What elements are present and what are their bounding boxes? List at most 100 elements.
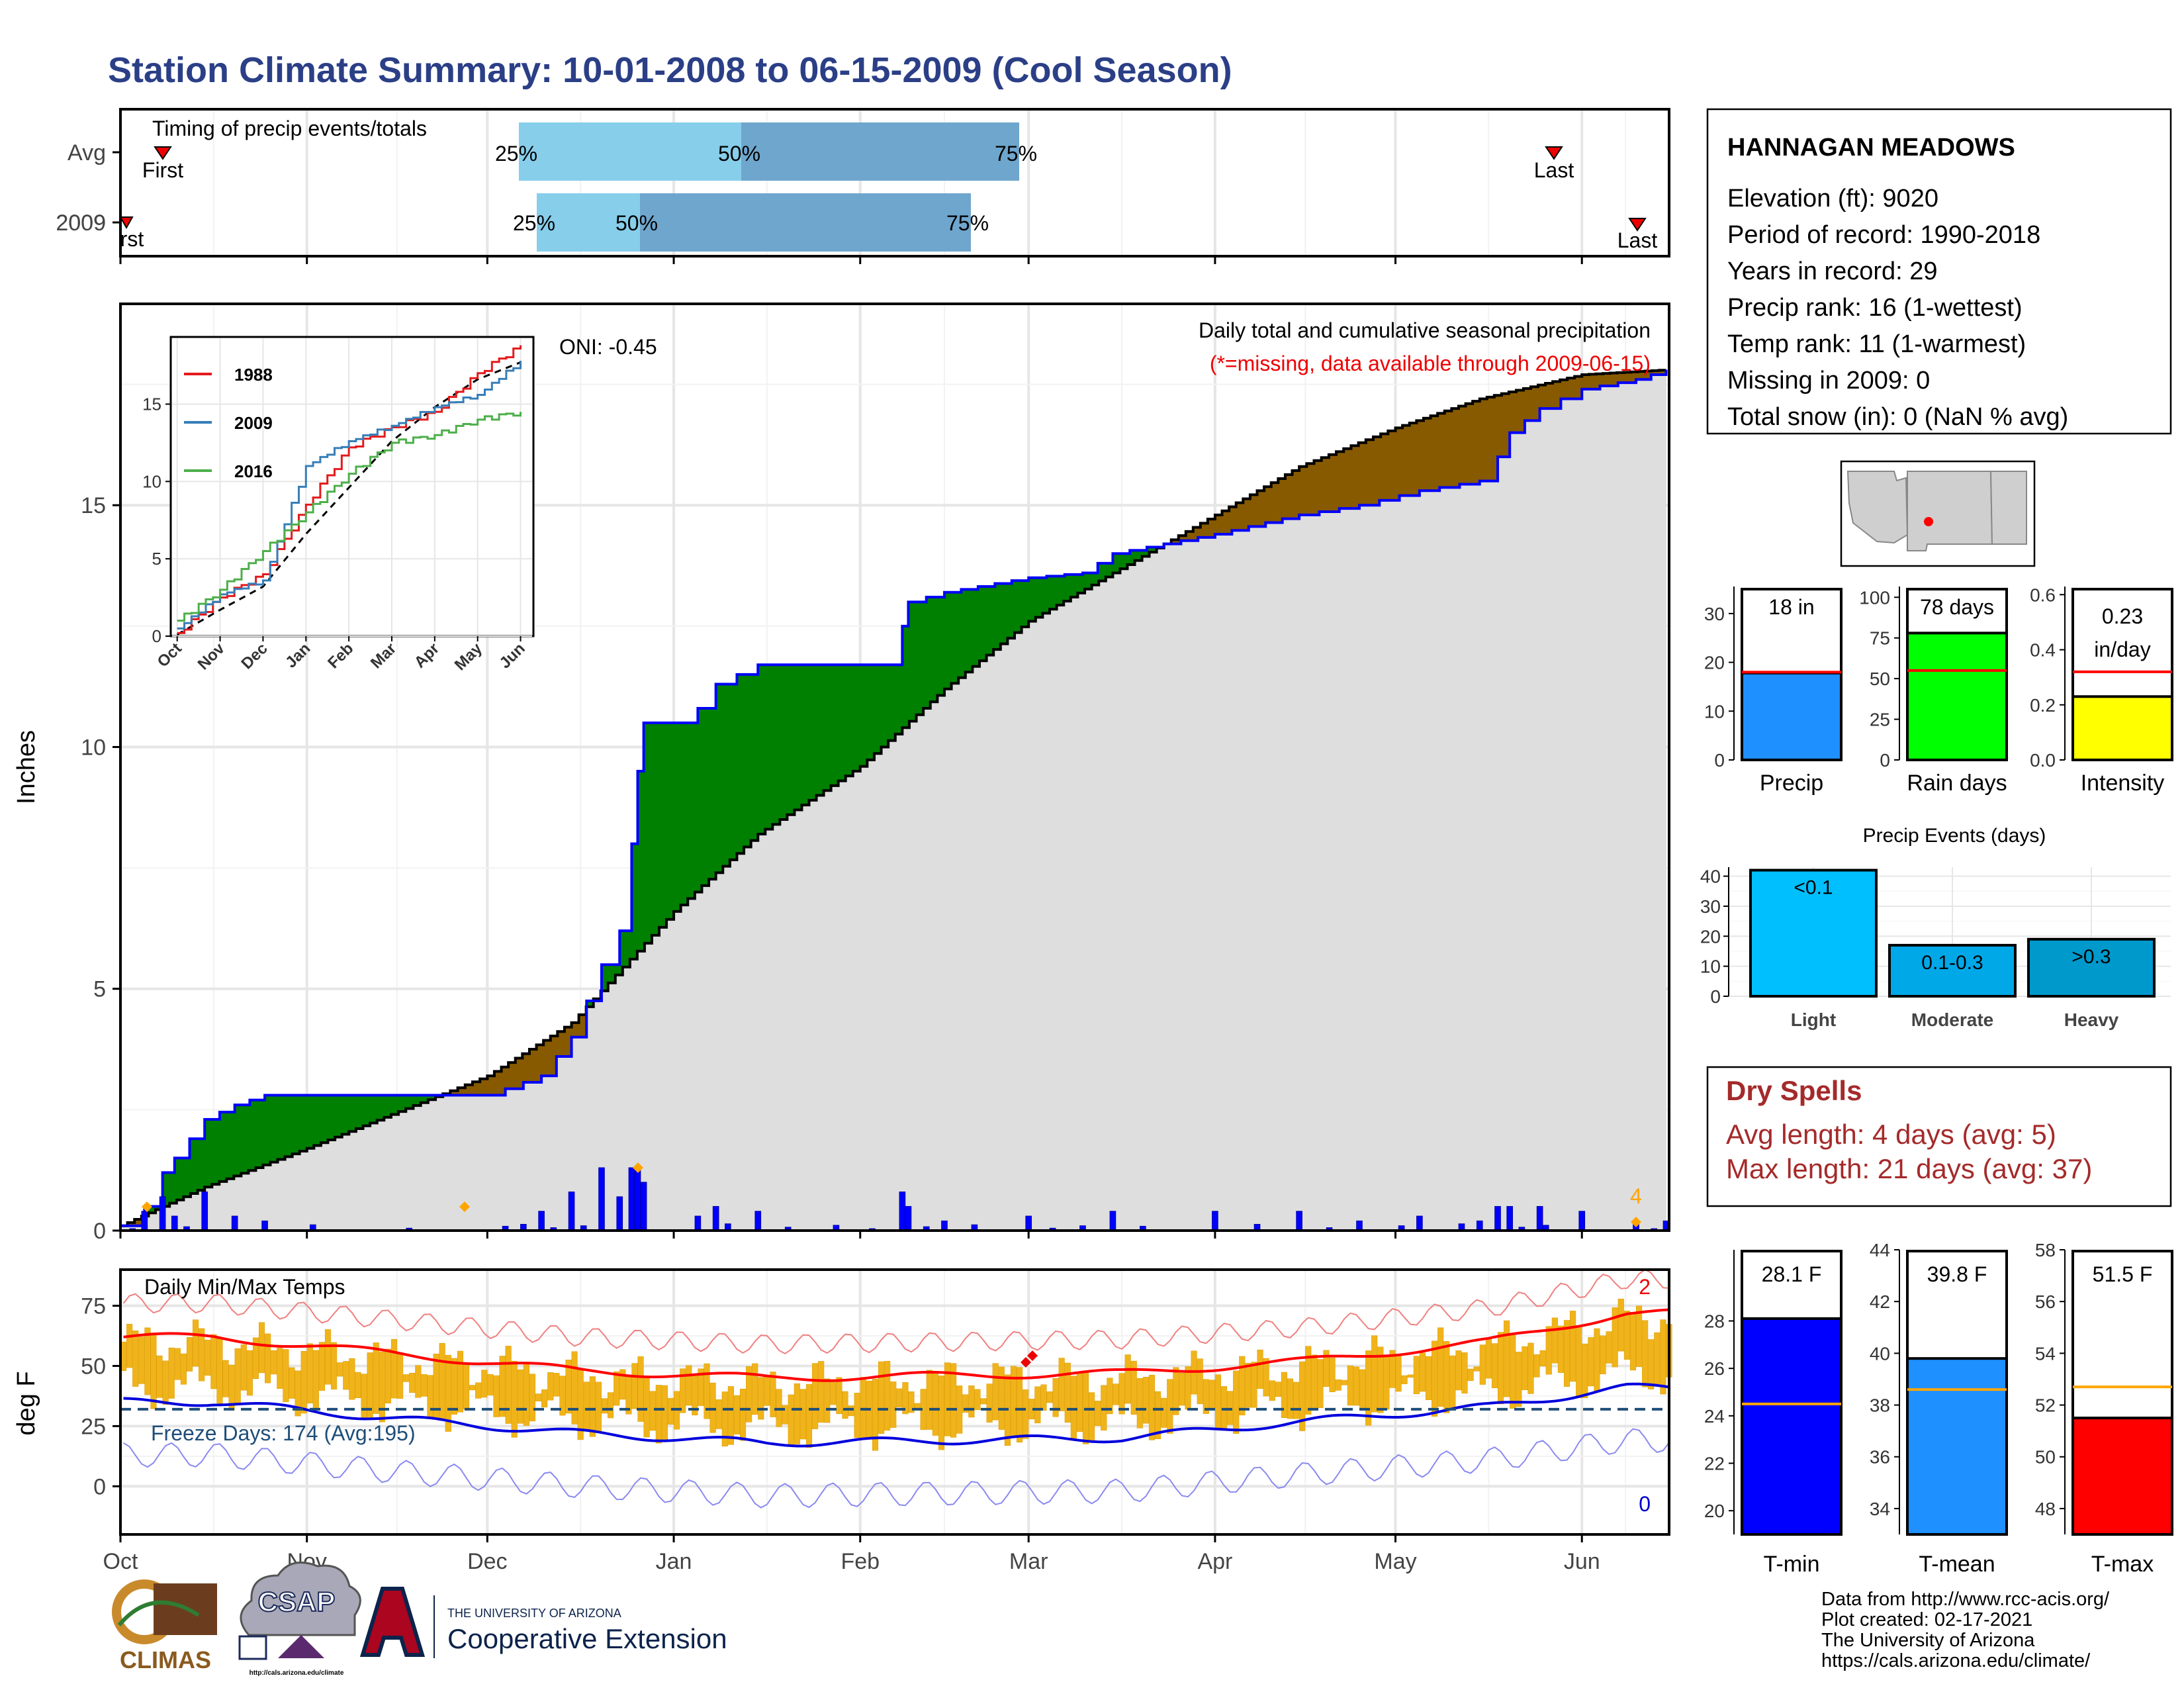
station-line: Years in record: 29 <box>1727 258 1938 285</box>
temp-range-bar <box>1034 1386 1041 1424</box>
temp-range-bar <box>565 1360 572 1414</box>
neighbor-shape <box>1989 471 2027 545</box>
tsum-y-label: 20 <box>1704 1501 1725 1521</box>
page-title: Station Climate Summary: 10-01-2008 to 0… <box>108 50 1232 90</box>
avg-row-label: Avg <box>68 140 106 165</box>
inset-y-label: 0 <box>152 626 161 646</box>
temp-range-bar <box>1299 1361 1306 1431</box>
tsum-category-label: T-mean <box>1919 1552 1995 1577</box>
temp-range-bar <box>698 1368 704 1406</box>
temp-range-bar <box>415 1365 422 1398</box>
temp-range-bar <box>854 1393 860 1438</box>
daily-precip-bar <box>1109 1211 1116 1231</box>
temp-range-bar <box>1551 1317 1558 1364</box>
temp-range-bar <box>499 1356 506 1417</box>
temp-y-axis: 0 25 50 75 <box>81 1294 120 1499</box>
temp-range-bar <box>721 1391 728 1447</box>
mini-value-label: in/day <box>2094 637 2150 661</box>
temp-range-bar <box>1485 1338 1492 1379</box>
temp-range-bar <box>547 1372 554 1401</box>
temp-panel: Daily Min/Max Temps Freeze Days: 174 (Av… <box>13 256 1672 1574</box>
temp-range-bar <box>1582 1343 1588 1398</box>
temp-range-bar <box>306 1343 313 1403</box>
inset-series-line <box>177 361 522 630</box>
mini-y-label: 30 <box>1704 604 1725 624</box>
y-tick-label: 10 <box>81 735 106 760</box>
footer-line: Data from http://www.rcc-acis.org/ <box>1821 1589 2110 1610</box>
temp-range-bar <box>493 1375 500 1417</box>
temp-range-bar <box>872 1379 879 1451</box>
temp-range-bar <box>992 1363 999 1421</box>
temp-range-bar <box>938 1376 944 1450</box>
tsum-y-label: 36 <box>1870 1447 1890 1468</box>
inset-y-label: 15 <box>142 394 161 414</box>
temp-range-bar <box>1275 1382 1281 1397</box>
temp-range-bar <box>1353 1366 1360 1406</box>
temp-range-bar <box>1161 1397 1167 1428</box>
timing-panel: Timing of precip events/totals Avg 2009 … <box>0 108 1670 258</box>
temp-range-bar <box>475 1382 482 1399</box>
tsum-y-label: 58 <box>2035 1240 2056 1260</box>
avg-p25-label: 25% <box>495 142 537 165</box>
daily-precip-bar <box>568 1192 575 1231</box>
station-marker <box>1924 517 1933 526</box>
temp-range-bar <box>1473 1366 1480 1372</box>
missing-marker <box>142 1201 152 1212</box>
temp-range-bar <box>385 1348 391 1403</box>
ua-big-text: Cooperative Extension <box>447 1623 727 1654</box>
inset-legend: 1988 2009 2016 <box>184 365 273 481</box>
temp-range-bar <box>487 1374 494 1395</box>
tsum-category-label: T-min <box>1764 1552 1820 1577</box>
temp-range-bar <box>1413 1356 1420 1394</box>
footer-line: The University of Arizona <box>1821 1630 2035 1651</box>
mini-value-label: 78 days <box>1920 595 1994 619</box>
climas-logo: CLIMAS <box>112 1579 217 1673</box>
temp-range-bar <box>1467 1368 1474 1381</box>
temp-range-bar <box>1070 1376 1077 1439</box>
temp-range-bar <box>1245 1363 1251 1408</box>
tsum-value-bar <box>1906 1357 2008 1536</box>
temp-range-bar <box>944 1362 951 1436</box>
y-tick-label: 50 <box>81 1354 106 1379</box>
temp-range-bar <box>1179 1372 1185 1406</box>
mini-y-label: 20 <box>1704 653 1725 673</box>
daily-precip-bar <box>628 1167 635 1231</box>
temp-range-bar <box>667 1397 674 1425</box>
csap-url: http://cals.arizona.edu/climate <box>250 1669 344 1677</box>
temp-range-bar <box>355 1372 361 1398</box>
daily-precip-bar <box>1416 1215 1423 1231</box>
temp-range-bar <box>1317 1359 1324 1409</box>
avg-first-marker <box>154 146 172 160</box>
temp-range-bar <box>1563 1320 1570 1387</box>
mini-y-label: 75 <box>1870 628 1890 649</box>
temp-ylabel: deg F <box>13 1371 40 1435</box>
tsum-y-label: 50 <box>2035 1447 2056 1468</box>
mini-value-bar <box>1741 671 1843 761</box>
month-axis: Oct Nov Dec Jan Feb Mar Apr May Jun <box>103 256 1600 1574</box>
temp-range-bar <box>1539 1350 1546 1366</box>
temp-range-bar <box>980 1398 987 1405</box>
temp-range-bar <box>1185 1366 1191 1410</box>
temp-range-bar <box>1341 1380 1347 1385</box>
temp-range-bar <box>950 1363 957 1438</box>
temp-range-bar <box>926 1370 933 1430</box>
temp-range-bar <box>505 1346 512 1424</box>
daily-precip-bar <box>694 1215 702 1231</box>
temp-range-bar <box>818 1361 825 1423</box>
temp-summary-bars: 20 22 24 26 28 28.1 F T-min 34 36 38 40 42 44 39.8 F T… <box>1704 1240 2173 1577</box>
missing-marker <box>633 1162 643 1173</box>
temp-range-bar <box>1419 1352 1426 1392</box>
temp-range-bar <box>601 1398 608 1414</box>
footer-notes: Data from http://www.rcc-acis.org/ Plot … <box>1821 1589 2110 1671</box>
temp-range-bar <box>132 1331 139 1387</box>
temp-range-bar <box>1323 1350 1330 1387</box>
temp-range-bar <box>1401 1375 1408 1384</box>
temp-range-bar <box>746 1366 752 1423</box>
inset-series-line <box>177 412 522 622</box>
daily-precip-bar <box>141 1211 148 1231</box>
temp-range-bar <box>794 1383 800 1444</box>
daily-precip-bar <box>712 1205 719 1231</box>
record-min-line <box>123 1428 1670 1509</box>
temp-range-bar <box>216 1338 223 1404</box>
temp-range-bar <box>1197 1358 1203 1405</box>
